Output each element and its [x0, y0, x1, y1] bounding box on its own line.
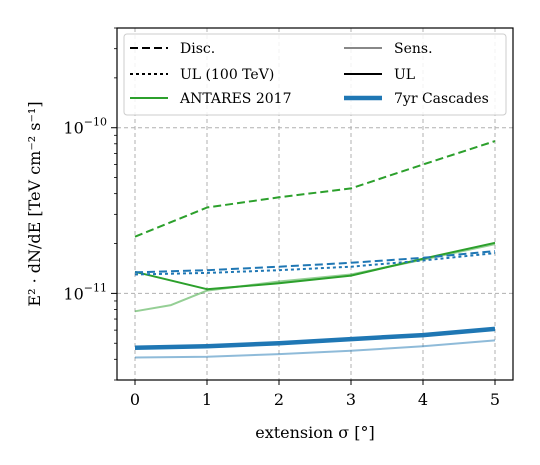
series-line-7yr-cascades-ul-100-tev [134, 252, 496, 276]
series-line-antares-2017-disc [134, 140, 496, 238]
series-layer [134, 140, 496, 359]
legend-box [123, 33, 507, 116]
y-tick-label: 10−11 [63, 281, 107, 303]
x-tick-label: 4 [418, 390, 428, 409]
y-tick-label: 10−10 [63, 116, 107, 138]
x-axis-label: extension σ [°] [255, 423, 375, 442]
y-axis-label: E² · dN/dE [TeV cm⁻² s⁻¹] [25, 101, 44, 306]
legend: Disc. Sens. UL (100 TeV) UL ANTARES 2017 7yr … [123, 33, 507, 116]
x-tick-label: 0 [130, 390, 140, 409]
series-line-7yr-cascades-sens [134, 339, 496, 359]
legend-label: UL [394, 67, 415, 83]
legend-label: UL (100 TeV) [180, 67, 274, 83]
x-tick-label: 3 [346, 390, 356, 409]
x-tick-label: 5 [490, 390, 500, 409]
legend-label: ANTARES 2017 [179, 91, 291, 107]
plot-frame [116, 27, 514, 381]
x-tick-label: 2 [274, 390, 284, 409]
series-line-7yr-cascades-ul [134, 326, 496, 350]
x-tick-label: 1 [202, 390, 212, 409]
tick-layer: 0 1 2 3 4 5 10−11 10−10 [63, 27, 500, 409]
legend-label: Sens. [394, 41, 433, 57]
legend-label: Disc. [180, 41, 215, 57]
legend-label: 7yr Cascades [394, 91, 489, 107]
series-line-7yr-cascades-disc [134, 250, 496, 274]
series-line-antares-2017-ul [134, 241, 496, 291]
